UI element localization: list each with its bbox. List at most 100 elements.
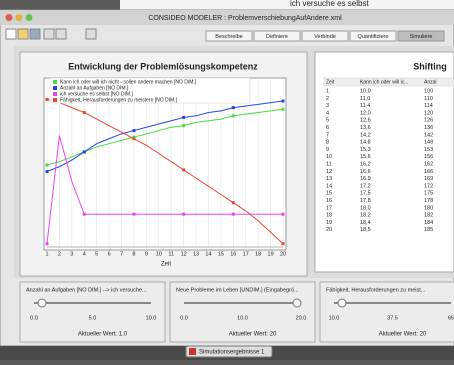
x-tick-label: 8 xyxy=(132,251,135,257)
slider-knob[interactable] xyxy=(37,298,47,308)
table-cell: 20 xyxy=(326,227,332,233)
table-cell: 16,9 xyxy=(360,176,371,182)
x-tick-label: 7 xyxy=(120,251,123,257)
x-tick-label: 19 xyxy=(268,251,274,257)
table-cell: 120 xyxy=(424,110,433,116)
point-marker xyxy=(132,212,136,216)
table-cell: 16,6 xyxy=(360,169,371,175)
table-cell: 10 xyxy=(326,154,332,160)
table-cell: 14 xyxy=(326,183,332,189)
table-cell: 13,6 xyxy=(360,125,371,131)
table-cell: 175 xyxy=(424,191,433,197)
slider-knob[interactable] xyxy=(337,298,347,308)
tool-icon[interactable] xyxy=(5,28,17,40)
slider-panel xyxy=(169,281,316,343)
table-cell: 19 xyxy=(326,220,332,226)
point-marker xyxy=(82,111,86,115)
close-button[interactable] xyxy=(5,14,13,21)
x-tick-label: 3 xyxy=(70,251,73,257)
tool-icon[interactable] xyxy=(17,28,29,40)
legend-swatch xyxy=(53,80,57,84)
x-tick-label: 15 xyxy=(218,251,224,257)
x-tick-label: 6 xyxy=(108,251,111,257)
table-cell: 110 xyxy=(424,96,433,102)
table-cell: 18 xyxy=(326,213,332,219)
x-tick-label: 10 xyxy=(156,251,162,257)
table-panel xyxy=(314,51,454,273)
table-cell: 15,3 xyxy=(360,147,371,153)
button-icon xyxy=(189,348,196,355)
table-cell: 148 xyxy=(424,140,433,146)
point-marker xyxy=(281,212,285,216)
table-cell: 156 xyxy=(424,154,433,160)
tab-label: Definiere xyxy=(266,34,288,40)
point-marker xyxy=(45,242,49,246)
point-marker xyxy=(132,135,136,139)
slider-current-value: Aktueller Wert: 20 xyxy=(229,332,277,338)
point-marker xyxy=(45,163,49,167)
table-cell: 126 xyxy=(424,118,433,124)
table-cell: 17,2 xyxy=(360,183,371,189)
tab-label: Quantifiziere xyxy=(358,34,389,40)
legend xyxy=(49,77,251,104)
table-cell: 9 xyxy=(326,147,329,153)
x-tick-label: 17 xyxy=(243,251,249,257)
legend-swatch xyxy=(53,86,57,90)
bottom-button[interactable] xyxy=(185,345,273,358)
table-cell: 17 xyxy=(326,205,332,211)
slider-scale-label: 10.0 xyxy=(237,315,248,321)
table-cell: 172 xyxy=(424,183,433,189)
tool-icon[interactable] xyxy=(85,28,97,40)
tool-icon[interactable] xyxy=(43,28,55,40)
table-cell: 7 xyxy=(326,132,329,138)
sliders: Anzahl an Aufgaben [NO DIM.] --> ich ver… xyxy=(19,281,454,343)
minimize-button[interactable] xyxy=(15,14,23,21)
table-title: Shifting xyxy=(413,61,447,71)
point-marker xyxy=(182,212,186,216)
tab[interactable] xyxy=(253,30,301,42)
tab[interactable] xyxy=(397,30,445,42)
x-tick-label: 16 xyxy=(230,251,236,257)
point-marker xyxy=(45,97,49,101)
table-cell: 11,4 xyxy=(360,103,370,109)
table-cell: 3 xyxy=(326,103,329,109)
table-cell: 142 xyxy=(424,132,433,138)
bottom-button-label: Simulationsergebnisse 1 xyxy=(199,350,265,356)
table-cell: 166 xyxy=(424,169,433,175)
table-header-cell: Zeit xyxy=(326,79,335,85)
legend-label: Anzahl an Aufgaben [NO DIM.] xyxy=(60,85,129,91)
slider-scale-label: 10.0 xyxy=(329,315,340,321)
tab-label: Beschreibe xyxy=(215,34,243,40)
table-cell: 162 xyxy=(424,161,433,167)
point-marker xyxy=(231,212,235,216)
tab[interactable] xyxy=(349,30,397,42)
point-marker xyxy=(182,168,186,172)
table-cell: 180 xyxy=(424,205,433,211)
point-marker xyxy=(281,242,285,246)
x-tick-label: 13 xyxy=(193,251,199,257)
zoom-button[interactable] xyxy=(25,14,33,21)
table: Zeit Kann ich oder will ic... Anzal 1 10,0 10… xyxy=(323,77,454,233)
tab[interactable] xyxy=(301,30,349,42)
tab[interactable] xyxy=(205,30,253,42)
point-marker xyxy=(182,115,186,119)
point-marker xyxy=(82,150,86,154)
table-cell: 18,0 xyxy=(360,205,371,211)
slider-current-value: Aktueller Wert: 20 xyxy=(379,332,427,338)
table-cell: 114 xyxy=(424,103,433,109)
tab-label: Simuliere xyxy=(410,34,433,40)
tool-icon[interactable] xyxy=(55,28,67,40)
legend-swatch xyxy=(53,92,57,96)
point-marker xyxy=(231,201,235,205)
slider-label: Fähigkeit, Herausforderungen zu meist... xyxy=(326,287,426,293)
slider-scale-label: 20.0 xyxy=(296,315,307,321)
legend-swatch xyxy=(53,98,57,102)
series-line xyxy=(46,100,284,173)
x-tick-label: 4 xyxy=(83,251,86,257)
point-marker xyxy=(281,99,285,103)
slider-knob[interactable] xyxy=(292,298,302,308)
tool-icon[interactable] xyxy=(29,28,41,40)
table-header xyxy=(323,77,454,87)
